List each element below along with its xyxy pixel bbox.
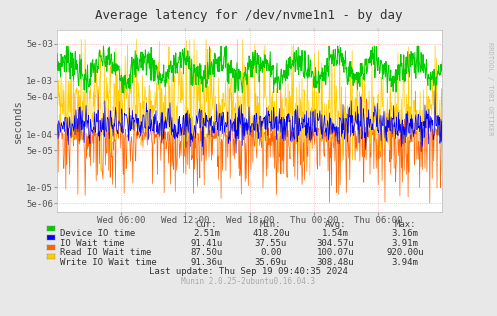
Text: Munin 2.0.25-2ubuntu0.16.04.3: Munin 2.0.25-2ubuntu0.16.04.3 [181, 276, 316, 285]
Text: 308.48u: 308.48u [317, 258, 354, 266]
Text: Avg:: Avg: [325, 220, 346, 228]
Text: 0.00: 0.00 [260, 248, 282, 257]
Text: 87.50u: 87.50u [190, 248, 222, 257]
Text: 3.16m: 3.16m [392, 229, 418, 238]
Text: 418.20u: 418.20u [252, 229, 290, 238]
Text: 100.07u: 100.07u [317, 248, 354, 257]
Text: 3.91m: 3.91m [392, 239, 418, 247]
Text: 91.41u: 91.41u [190, 239, 222, 247]
Text: RRDTOOL / TOBI OETIKER: RRDTOOL / TOBI OETIKER [487, 42, 493, 135]
Text: 35.69u: 35.69u [255, 258, 287, 266]
Y-axis label: seconds: seconds [13, 99, 23, 143]
Text: Min:: Min: [260, 220, 282, 228]
Text: Write IO Wait time: Write IO Wait time [60, 258, 157, 266]
Text: 37.55u: 37.55u [255, 239, 287, 247]
Text: 3.94m: 3.94m [392, 258, 418, 266]
Text: 91.36u: 91.36u [190, 258, 222, 266]
Text: Last update: Thu Sep 19 09:40:35 2024: Last update: Thu Sep 19 09:40:35 2024 [149, 267, 348, 276]
Text: 1.54m: 1.54m [322, 229, 349, 238]
Text: Max:: Max: [394, 220, 416, 228]
Text: Average latency for /dev/nvme1n1 - by day: Average latency for /dev/nvme1n1 - by da… [95, 9, 402, 22]
Text: 920.00u: 920.00u [386, 248, 424, 257]
Text: 304.57u: 304.57u [317, 239, 354, 247]
Text: IO Wait time: IO Wait time [60, 239, 125, 247]
Text: Cur:: Cur: [195, 220, 217, 228]
Text: Read IO Wait time: Read IO Wait time [60, 248, 152, 257]
Text: 2.51m: 2.51m [193, 229, 220, 238]
Text: Device IO time: Device IO time [60, 229, 135, 238]
